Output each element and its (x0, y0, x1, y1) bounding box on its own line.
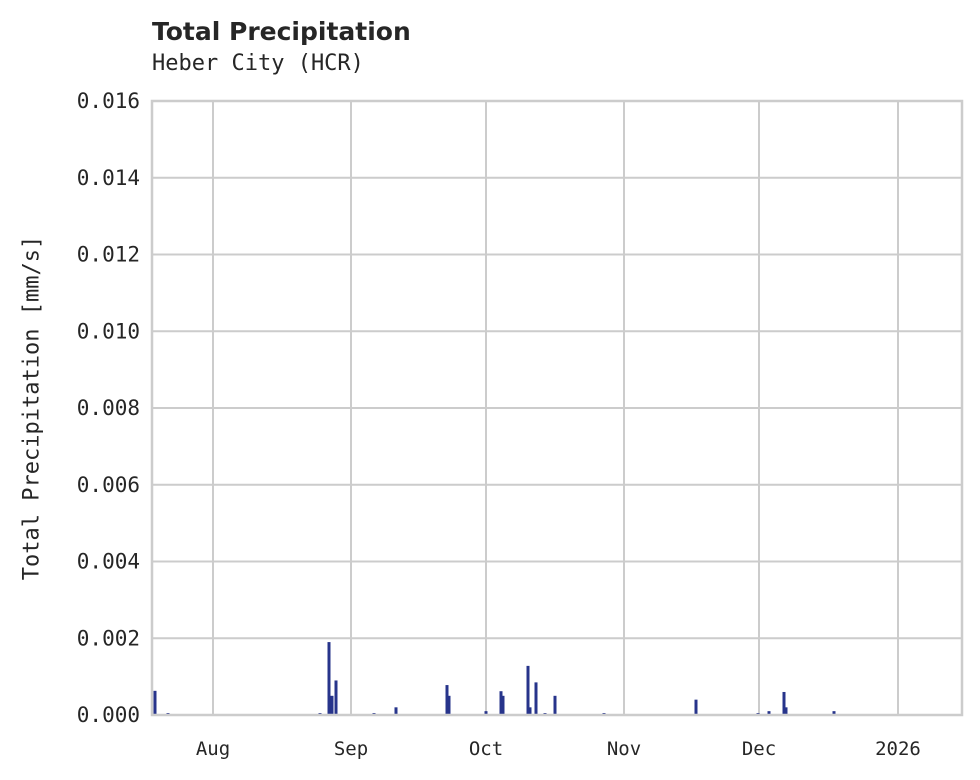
y-tick-label: 0.010 (77, 319, 140, 343)
grid-lines (152, 100, 962, 716)
x-tick-label: Sep (334, 738, 368, 760)
chart-title: Total Precipitation (152, 17, 411, 46)
y-axis-ticks: 0.000 0.002 0.004 0.006 0.008 0.010 0.012 0.014… (77, 89, 140, 727)
x-axis-ticks: Aug Sep Oct Nov Dec 2026 (196, 738, 921, 760)
y-tick-label: 0.008 (77, 396, 140, 420)
chart-subtitle: Heber City (HCR) (152, 51, 364, 76)
y-tick-label: 0.014 (77, 166, 140, 190)
precip-bar (445, 685, 449, 715)
precip-bar (832, 711, 836, 715)
y-tick-label: 0.012 (77, 243, 140, 267)
x-tick-label: Dec (742, 738, 776, 760)
data-bars (153, 642, 836, 715)
y-tick-label: 0.016 (77, 89, 140, 113)
x-tick-label: Oct (469, 738, 503, 760)
precip-bar (334, 680, 338, 715)
y-tick-label: 0.000 (77, 703, 140, 727)
y-tick-label: 0.006 (77, 473, 140, 497)
precip-bar (327, 642, 331, 715)
precip-bar (447, 695, 451, 715)
precip-bar (534, 682, 538, 715)
precip-bar (553, 695, 557, 715)
x-tick-label: 2026 (875, 738, 921, 760)
precip-bar (526, 665, 530, 715)
precip-bar (782, 691, 786, 715)
precip-bar (767, 711, 771, 715)
y-tick-label: 0.002 (77, 626, 140, 650)
precip-bar (484, 711, 488, 715)
precip-bar (499, 691, 503, 715)
x-tick-label: Aug (196, 738, 230, 760)
y-tick-label: 0.004 (77, 550, 140, 574)
precip-bar (501, 695, 505, 715)
precip-bar (153, 690, 157, 715)
precip-bar (528, 707, 532, 715)
precip-bar (394, 707, 398, 715)
x-tick-label: Nov (607, 738, 641, 760)
precip-bar (784, 707, 788, 715)
precip-bar (694, 699, 698, 715)
plot-frame (150, 99, 964, 717)
precip-bar (330, 695, 334, 715)
